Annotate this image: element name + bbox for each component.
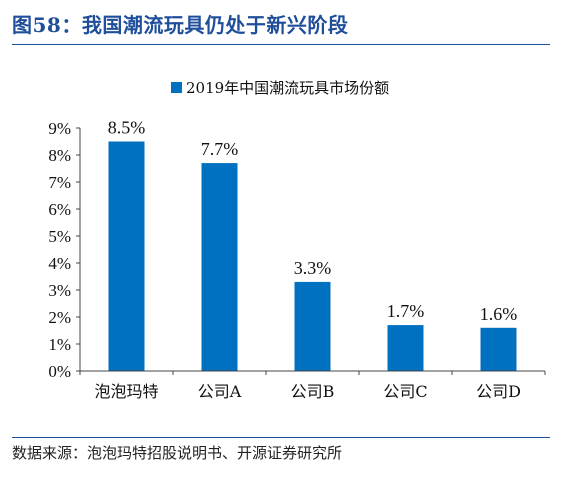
bar [480, 327, 517, 371]
y-tick-label: 1% [48, 335, 71, 354]
figure-title: 图58：我国潮流玩具仍处于新兴阶段 [12, 13, 349, 37]
bar [108, 141, 145, 371]
y-tick-label: 8% [48, 146, 71, 165]
y-tick-label: 4% [48, 254, 71, 273]
title-divider [12, 44, 550, 45]
y-tick-label: 9% [48, 119, 71, 138]
data-label: 3.3% [294, 258, 332, 278]
legend-label: 2019年中国潮流玩具市场份额 [186, 79, 389, 97]
bar [294, 281, 331, 371]
bar [201, 163, 238, 371]
source-note: 数据来源：泡泡玛特招股说明书、开源证券研究所 [12, 444, 343, 462]
x-tick-label: 公司C [383, 382, 427, 401]
y-tick-label: 0% [48, 362, 71, 381]
x-tick-label: 公司A [198, 382, 242, 401]
data-label: 7.7% [201, 139, 239, 159]
y-tick-label: 5% [48, 227, 71, 246]
x-tick-label: 公司B [291, 382, 335, 401]
y-tick-label: 3% [48, 281, 71, 300]
y-axis: 0% 1% 2% 3% 4% 5% 6% 7% 8% 9% [48, 119, 81, 381]
data-label: 1.7% [387, 301, 425, 321]
data-label: 1.6% [480, 304, 518, 324]
bars: 8.5% 7.7% 3.3% 1.7% 1.6% [108, 118, 518, 371]
y-tick-label: 6% [48, 200, 71, 219]
bar [387, 325, 424, 371]
y-tick-label: 2% [48, 308, 71, 327]
legend-swatch [171, 82, 182, 93]
x-tick-label: 公司D [476, 382, 521, 401]
source-divider [12, 437, 550, 438]
y-tick-label: 7% [48, 173, 71, 192]
legend: 2019年中国潮流玩具市场份额 [171, 79, 389, 97]
x-axis: 泡泡玛特 公司A 公司B 公司C 公司D [79, 370, 546, 401]
x-tick-label: 泡泡玛特 [94, 382, 158, 401]
data-label: 8.5% [108, 118, 146, 138]
